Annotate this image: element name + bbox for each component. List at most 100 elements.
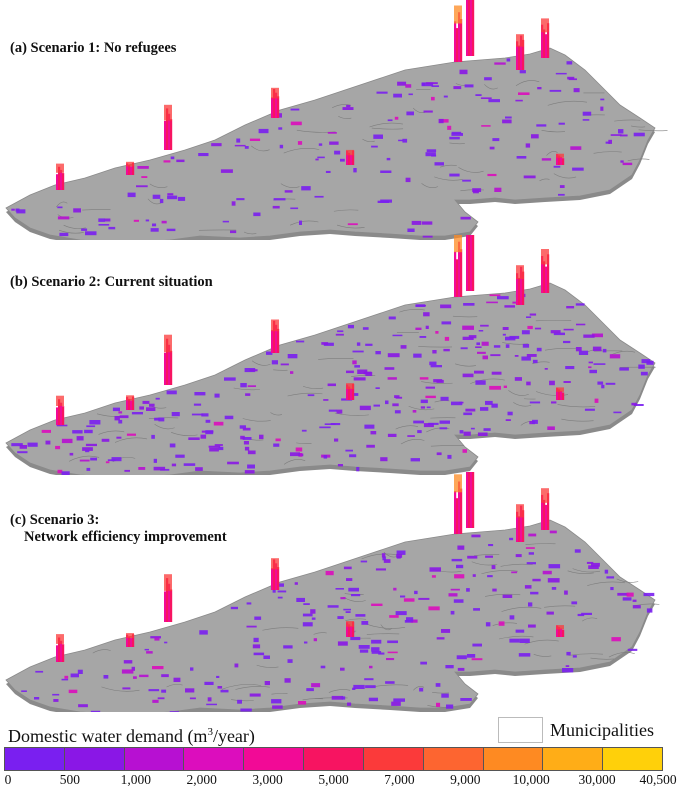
demand-patch [526,354,537,357]
demand-patch [445,665,454,669]
demand-spike-top [454,234,462,253]
demand-patch [224,415,234,420]
demand-patch [528,602,533,607]
demand-spike [128,636,131,647]
demand-spike-top [126,633,134,638]
demand-patch [16,209,26,214]
demand-patch [242,437,252,440]
demand-patch [161,220,167,224]
demand-patch [15,208,20,212]
demand-patch [467,555,478,559]
municipality-boundary [524,639,559,645]
demand-patch [370,431,377,435]
legend-color-bar [4,747,663,771]
demand-spike [520,35,523,70]
demand-patch [447,125,452,130]
demand-patch [485,622,491,627]
demand-patch [491,403,498,408]
demand-patch [284,678,291,683]
demand-spike [454,251,457,297]
demand-patch [620,160,624,163]
demand-patch [347,223,358,226]
demand-patch [337,330,344,333]
demand-patch [435,331,439,334]
demand-patch [464,84,474,88]
demand-patch [414,590,418,595]
demand-patch [189,697,196,700]
demand-patch [327,383,336,387]
demand-patch [247,385,256,387]
municipality-boundary [351,375,376,377]
demand-patch [440,304,452,309]
demand-patch [632,599,637,602]
demand-patch [103,675,109,679]
legend-swatch-6 [363,748,424,770]
demand-spike [273,559,276,590]
demand-patch [419,687,424,692]
demand-spike-top [556,625,564,630]
municipality-boundary [421,183,439,189]
demand-patch [335,333,344,336]
demand-patch [578,350,589,355]
municipality-boundary [243,231,257,235]
demand-patch [591,562,600,567]
demand-patch [352,687,356,690]
demand-spike [350,154,353,165]
demand-patch [342,107,354,110]
demand-spike-top [271,319,279,332]
demand-patch [290,207,299,210]
demand-spike [62,644,65,662]
demand-patch [139,674,149,678]
municipality-boundary [568,653,603,656]
demand-patch [258,128,269,134]
demand-patch [195,467,203,471]
demand-spike [350,626,353,637]
demand-patch [528,533,537,537]
demand-patch [549,530,557,534]
municipality-boundary [470,378,505,384]
demand-patch [487,173,497,177]
demand-patch [463,303,475,306]
demand-spike [277,328,280,353]
demand-patch [188,437,200,440]
municipality-boundary [532,361,550,365]
demand-spike [516,273,519,305]
country-terrain [5,282,656,478]
demand-patch [514,377,522,381]
demand-spike-top [126,161,134,167]
demand-patch [253,212,261,217]
panel-label-1: (a) Scenario 1: No refugees [10,40,176,57]
demand-patch [443,348,450,352]
demand-patch [139,406,144,410]
demand-patch [98,218,105,222]
demand-patch [490,354,501,357]
demand-patch [79,459,90,462]
demand-patch [449,136,460,140]
demand-spike [456,28,459,63]
demand-patch [273,198,286,201]
demand-patch [450,588,460,591]
demand-spike-top [56,395,64,406]
demand-patch [378,652,385,655]
demand-patch [411,220,422,225]
demand-patch [343,608,351,611]
demand-patch [365,685,376,689]
demand-patch [346,578,353,581]
demand-patch [27,442,38,447]
demand-patch [275,438,281,442]
demand-patch [459,69,468,75]
demand-patch [152,194,161,199]
demand-patch [472,188,482,192]
panel-label-line: (c) Scenario 3: [10,512,100,528]
demand-patch [141,176,148,178]
demand-patch [521,330,530,335]
demand-patch [502,594,513,598]
municipality-boundary [460,189,484,192]
demand-patch [488,544,494,547]
demand-patch [528,624,536,628]
demand-patch [398,139,404,142]
demand-patch [64,675,69,679]
demand-patch [460,698,472,701]
demand-patch [90,710,101,715]
demand-patch [290,371,294,374]
